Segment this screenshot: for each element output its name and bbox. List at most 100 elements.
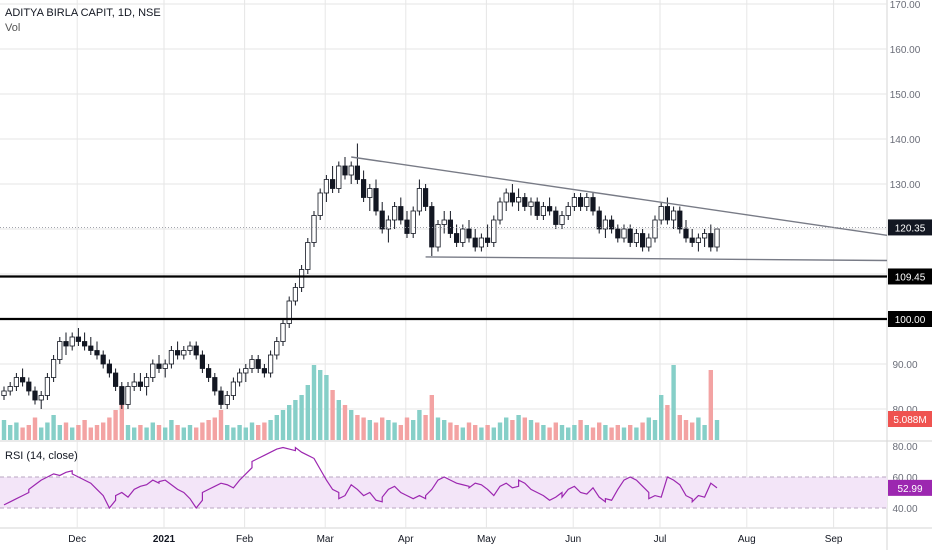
- volume-bar: [330, 390, 335, 440]
- candle-body: [292, 287, 299, 302]
- volume-bar: [94, 425, 100, 440]
- candle-body: [367, 188, 373, 198]
- volume-bar: [1, 420, 7, 440]
- candle-body: [280, 323, 286, 342]
- volume-bars: [1, 365, 720, 440]
- volume-bar: [628, 425, 633, 440]
- volume-bar: [646, 417, 651, 440]
- volume-bar: [597, 422, 602, 440]
- time-tick-label: Aug: [738, 534, 756, 545]
- candle-body: [708, 233, 714, 248]
- candle-body: [317, 192, 323, 216]
- candle-body: [44, 377, 51, 396]
- volume-legend: Vol: [5, 22, 21, 34]
- candle-body: [695, 237, 702, 243]
- volume-bar: [566, 427, 571, 440]
- volume-bar: [256, 425, 261, 440]
- candle-body: [453, 233, 460, 243]
- volume-bar: [32, 417, 38, 440]
- price-tick-label: 90.00: [892, 360, 917, 371]
- volume-bar: [367, 420, 372, 440]
- rsi-value-label: 52.99: [897, 484, 922, 495]
- candle-body: [497, 201, 503, 221]
- volume-bar: [683, 420, 689, 440]
- candle-body: [528, 201, 534, 207]
- time-tick-label: May: [477, 534, 496, 545]
- candle-body: [658, 206, 664, 221]
- candle-body: [646, 237, 652, 248]
- candle-body: [100, 354, 106, 365]
- candle-body: [119, 386, 125, 405]
- volume-bar: [535, 422, 540, 440]
- candle-body: [491, 219, 497, 243]
- volume-bar: [336, 400, 341, 440]
- volume-bar: [615, 425, 620, 440]
- candle-body: [69, 336, 75, 347]
- volume-bar: [70, 427, 75, 440]
- volume-bar: [417, 410, 422, 440]
- support-price-tag: [888, 311, 932, 327]
- volume-bar: [194, 427, 199, 440]
- rsi-tick-label: 60.00: [892, 473, 917, 484]
- candle-body: [236, 372, 243, 383]
- volume-bar: [702, 425, 707, 440]
- candle-body: [305, 242, 311, 270]
- candle-body: [7, 386, 13, 392]
- volume-bar: [311, 365, 317, 440]
- volume-bar: [404, 417, 410, 440]
- volume-bar: [107, 417, 112, 440]
- candle-body: [1, 390, 7, 396]
- volume-bar: [677, 415, 682, 440]
- candle-body: [212, 377, 218, 392]
- volume-bar: [39, 427, 44, 440]
- volume-bar: [299, 395, 304, 440]
- price-tick-label: 140.00: [890, 135, 921, 146]
- volume-bar: [429, 395, 434, 440]
- trend-and-support-lines: [0, 156, 888, 321]
- volume-bar: [293, 400, 298, 440]
- rsi-band: [0, 477, 887, 508]
- candle-body: [174, 350, 181, 356]
- volume-bar: [225, 425, 230, 440]
- candle-body: [578, 197, 584, 207]
- candle-body: [522, 197, 528, 207]
- candle-body: [323, 179, 330, 194]
- volume-bar: [609, 427, 614, 440]
- candle-body: [249, 359, 255, 369]
- rsi-value-tag: [888, 479, 932, 496]
- volume-bar: [497, 422, 503, 440]
- candle-body: [187, 345, 193, 351]
- trendline-upper: [351, 156, 888, 236]
- volume-bar: [113, 410, 118, 440]
- volume-bar: [504, 417, 509, 440]
- volume-bar: [547, 427, 552, 440]
- volume-bar: [590, 427, 596, 440]
- time-tick-label: Dec: [68, 534, 86, 545]
- candle-body: [199, 354, 205, 369]
- candle-body: [32, 390, 38, 401]
- candle-body: [13, 377, 19, 387]
- candle-body: [615, 228, 621, 239]
- candle-body: [671, 210, 677, 221]
- candle-body: [75, 336, 81, 342]
- time-tick-label: Sep: [825, 534, 843, 545]
- volume-bar: [318, 370, 323, 440]
- volume-bar: [218, 410, 224, 440]
- candle-body: [460, 228, 466, 243]
- volume-bar: [659, 395, 664, 440]
- candle-body: [540, 206, 547, 216]
- price-tick-label: 130.00: [890, 180, 921, 191]
- rsi-legend: RSI (14, close): [5, 450, 78, 462]
- last-price-tag: [888, 219, 932, 236]
- candle-body: [571, 197, 578, 207]
- volume-bar: [621, 427, 627, 440]
- candle-body: [584, 197, 590, 207]
- volume-bar: [442, 420, 447, 440]
- candle-body: [677, 210, 683, 230]
- price-axis: 170.00160.00150.00140.00130.00120.00110.…: [888, 0, 932, 515]
- time-tick-label: Jul: [654, 534, 667, 545]
- volume-tag: [888, 411, 932, 427]
- candle-body: [243, 368, 249, 374]
- support-price-label: 109.45: [895, 272, 926, 283]
